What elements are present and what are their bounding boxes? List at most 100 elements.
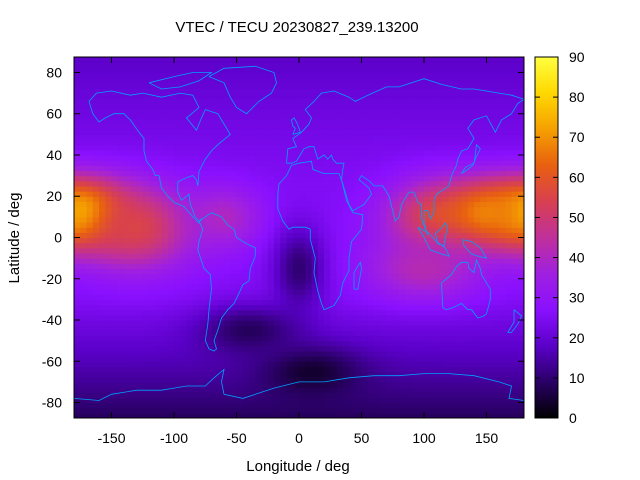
heatmap-cell — [292, 227, 300, 233]
heatmap-cell — [380, 191, 388, 197]
heatmap-cell — [236, 278, 244, 285]
heatmap-cell — [461, 289, 469, 295]
heatmap-cell — [117, 263, 125, 270]
heatmap-cell — [186, 376, 194, 383]
heatmap-cell — [349, 93, 356, 99]
heatmap-cell — [136, 232, 144, 239]
heatmap-cell — [211, 325, 219, 331]
heatmap-cell — [467, 93, 475, 99]
heatmap-cell — [317, 371, 325, 378]
heatmap-cell — [311, 165, 319, 172]
heatmap-cell — [380, 134, 388, 141]
heatmap-cell — [324, 278, 331, 285]
heatmap-cell — [505, 170, 513, 177]
heatmap-cell — [417, 103, 425, 110]
heatmap-cell — [311, 118, 319, 125]
heatmap-cell — [361, 206, 369, 213]
heatmap-cell — [180, 366, 188, 373]
heatmap-cell — [230, 314, 238, 321]
heatmap-cell — [117, 216, 125, 223]
heatmap-cell — [80, 247, 88, 254]
heatmap-cell — [230, 278, 238, 285]
heatmap-cell — [367, 113, 375, 120]
heatmap-cell — [380, 392, 388, 398]
heatmap-cell — [286, 381, 294, 388]
heatmap-cell — [99, 160, 106, 166]
heatmap-cell — [217, 227, 225, 233]
heatmap-cell — [261, 350, 269, 357]
heatmap-cell — [161, 185, 169, 192]
heatmap-cell — [80, 263, 88, 270]
heatmap-cell — [74, 242, 81, 249]
heatmap-cell — [274, 185, 281, 192]
heatmap-cell — [430, 180, 438, 187]
heatmap-cell — [217, 77, 225, 84]
heatmap-cell — [180, 103, 188, 110]
heatmap-cell — [142, 134, 150, 141]
heatmap-cell — [80, 387, 88, 393]
heatmap-cell — [436, 113, 444, 120]
heatmap-cell — [217, 392, 225, 398]
heatmap-cell — [149, 227, 156, 233]
heatmap-cell — [92, 330, 100, 337]
heatmap-cell — [267, 345, 275, 352]
heatmap-cell — [305, 165, 313, 172]
heatmap-cell — [161, 366, 169, 373]
heatmap-cell — [217, 252, 225, 259]
heatmap-cell — [342, 361, 350, 368]
heatmap-cell — [124, 191, 131, 197]
heatmap-cell — [249, 98, 256, 105]
heatmap-cell — [424, 72, 431, 79]
heatmap-cell — [105, 356, 113, 362]
heatmap-cell — [180, 216, 188, 223]
heatmap-cell — [205, 278, 213, 285]
heatmap-cell — [92, 170, 100, 177]
heatmap-cell — [374, 124, 381, 130]
heatmap-cell — [392, 201, 400, 208]
heatmap-cell — [149, 57, 156, 63]
heatmap-cell — [299, 263, 306, 270]
heatmap-cell — [355, 263, 363, 270]
heatmap-cell — [392, 402, 400, 409]
heatmap-cell — [117, 160, 125, 166]
heatmap-cell — [355, 103, 363, 110]
heatmap-cell — [299, 381, 306, 388]
heatmap-cell — [205, 72, 213, 79]
heatmap-cell — [411, 242, 419, 249]
heatmap-cell — [461, 320, 469, 326]
heatmap-cell — [286, 72, 294, 79]
heatmap-cell — [367, 273, 375, 280]
heatmap-cell — [111, 201, 119, 208]
heatmap-cell — [292, 196, 300, 202]
heatmap-cell — [186, 387, 194, 393]
heatmap-cell — [174, 407, 181, 414]
heatmap-cell — [149, 361, 156, 368]
heatmap-cell — [386, 314, 394, 321]
heatmap-cell — [130, 268, 138, 275]
heatmap-cell — [505, 124, 513, 130]
heatmap-cell — [461, 62, 469, 68]
heatmap-cell — [199, 139, 206, 146]
heatmap-cell — [417, 345, 425, 352]
heatmap-cell — [361, 108, 369, 115]
heatmap-cell — [405, 98, 413, 105]
heatmap-cell — [480, 366, 488, 373]
heatmap-cell — [292, 129, 300, 135]
heatmap-cell — [374, 149, 381, 156]
heatmap-cell — [517, 237, 524, 244]
heatmap-cell — [367, 118, 375, 125]
heatmap-cell — [249, 294, 256, 300]
heatmap-cell — [474, 180, 481, 187]
heatmap-cell — [386, 330, 394, 337]
heatmap-cell — [374, 407, 381, 414]
heatmap-cell — [267, 361, 275, 368]
heatmap-cell — [211, 350, 219, 357]
heatmap-cell — [274, 289, 281, 295]
heatmap-cell — [367, 299, 375, 306]
heatmap-cell — [292, 216, 300, 223]
heatmap-cell — [461, 129, 469, 135]
heatmap-cell — [317, 139, 325, 146]
heatmap-cell — [461, 170, 469, 177]
heatmap-cell — [511, 402, 519, 409]
heatmap-cell — [224, 320, 231, 326]
